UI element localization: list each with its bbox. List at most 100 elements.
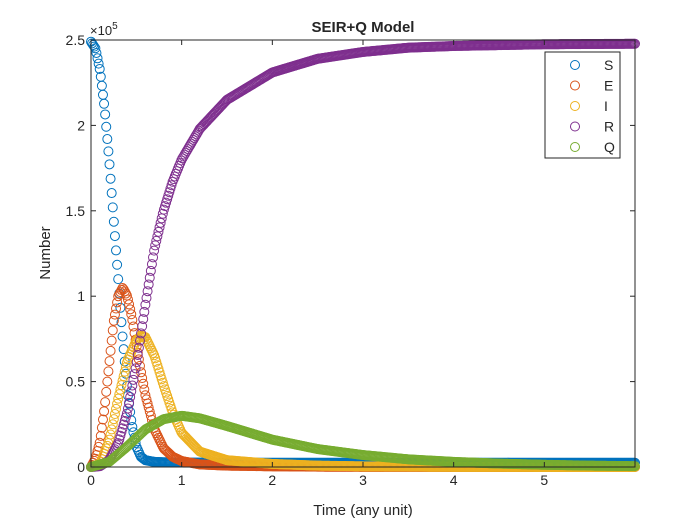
data-point [128, 342, 139, 353]
data-point [109, 309, 120, 320]
data-point [91, 47, 102, 58]
data-point [140, 299, 151, 310]
data-point [99, 98, 110, 109]
data-point [115, 430, 126, 441]
data-point [113, 274, 124, 285]
x-tick-label: 4 [450, 472, 458, 488]
data-point [115, 302, 126, 313]
data-point [144, 272, 155, 283]
data-point [152, 430, 163, 441]
data-point [144, 341, 155, 352]
data-point [146, 259, 157, 270]
data-point [106, 335, 117, 346]
data-point [108, 216, 119, 227]
series-q [86, 410, 640, 472]
x-tick-label: 3 [359, 472, 367, 488]
data-point [125, 392, 136, 403]
data-point [104, 159, 115, 170]
data-point [143, 338, 154, 349]
data-point [148, 347, 159, 358]
data-point [116, 380, 127, 391]
data-point [107, 325, 118, 336]
data-point [119, 415, 130, 426]
data-point [137, 321, 148, 332]
data-point [100, 109, 111, 120]
data-point [152, 231, 163, 242]
data-point [138, 453, 149, 464]
data-point [105, 345, 116, 356]
data-point [117, 375, 128, 386]
y-exponent-label: ×105 [90, 21, 118, 38]
data-point [94, 63, 105, 74]
y-tick-label: 2.5 [66, 32, 86, 48]
legend-label: R [604, 119, 614, 135]
data-point [127, 314, 138, 325]
data-point [111, 303, 122, 314]
data-point [120, 288, 131, 299]
data-point [116, 427, 127, 438]
data-point [129, 369, 140, 380]
data-point [117, 283, 128, 293]
x-tick-label: 0 [87, 472, 95, 488]
data-point [108, 315, 119, 326]
data-point [126, 309, 137, 320]
data-point [106, 424, 117, 435]
data-point [117, 331, 128, 342]
data-point [87, 38, 98, 49]
data-point [107, 202, 118, 213]
data-point [117, 423, 128, 434]
data-point [108, 414, 119, 425]
chart-title: SEIR+Q Model [312, 19, 415, 36]
data-point [136, 328, 147, 339]
data-point [148, 252, 159, 263]
data-point [174, 422, 185, 433]
data-point [153, 432, 164, 443]
data-point [124, 397, 135, 408]
data-point [149, 245, 160, 256]
legend-marker [570, 101, 580, 111]
data-point [122, 294, 133, 305]
data-point [132, 349, 143, 360]
data-point [138, 314, 149, 325]
data-point [154, 434, 165, 445]
data-point [130, 363, 141, 374]
data-point [153, 226, 164, 237]
data-point [142, 336, 153, 347]
y-axis-label: Number [37, 226, 54, 279]
x-axis-label: Time (any unit) [313, 502, 412, 519]
data-point [105, 429, 116, 440]
data-point [97, 414, 108, 425]
data-point [133, 354, 144, 365]
data-point [141, 334, 152, 345]
data-point [131, 357, 142, 368]
data-point [101, 386, 112, 397]
data-point [111, 245, 122, 256]
data-point [102, 134, 113, 145]
data-point [115, 384, 126, 395]
legend-label: I [604, 98, 608, 114]
data-point [133, 342, 144, 353]
data-point [114, 434, 125, 445]
data-point [119, 366, 130, 377]
y-tick-label: 0.5 [66, 374, 86, 390]
data-point [89, 41, 100, 52]
data-point [121, 408, 132, 419]
y-tick-label: 0 [77, 459, 85, 475]
data-point [107, 419, 118, 430]
data-point [104, 434, 115, 445]
legend-entry-s: S [570, 57, 613, 73]
data-point [157, 208, 168, 219]
data-point [154, 222, 165, 233]
data-point [103, 146, 114, 157]
data-point [138, 378, 149, 389]
data-point [116, 317, 127, 328]
x-tick-label: 5 [540, 472, 548, 488]
data-point [141, 292, 152, 303]
data-point [101, 121, 112, 132]
data-point [100, 397, 111, 408]
legend-marker [570, 142, 580, 152]
legend-entry-i: I [570, 98, 608, 114]
